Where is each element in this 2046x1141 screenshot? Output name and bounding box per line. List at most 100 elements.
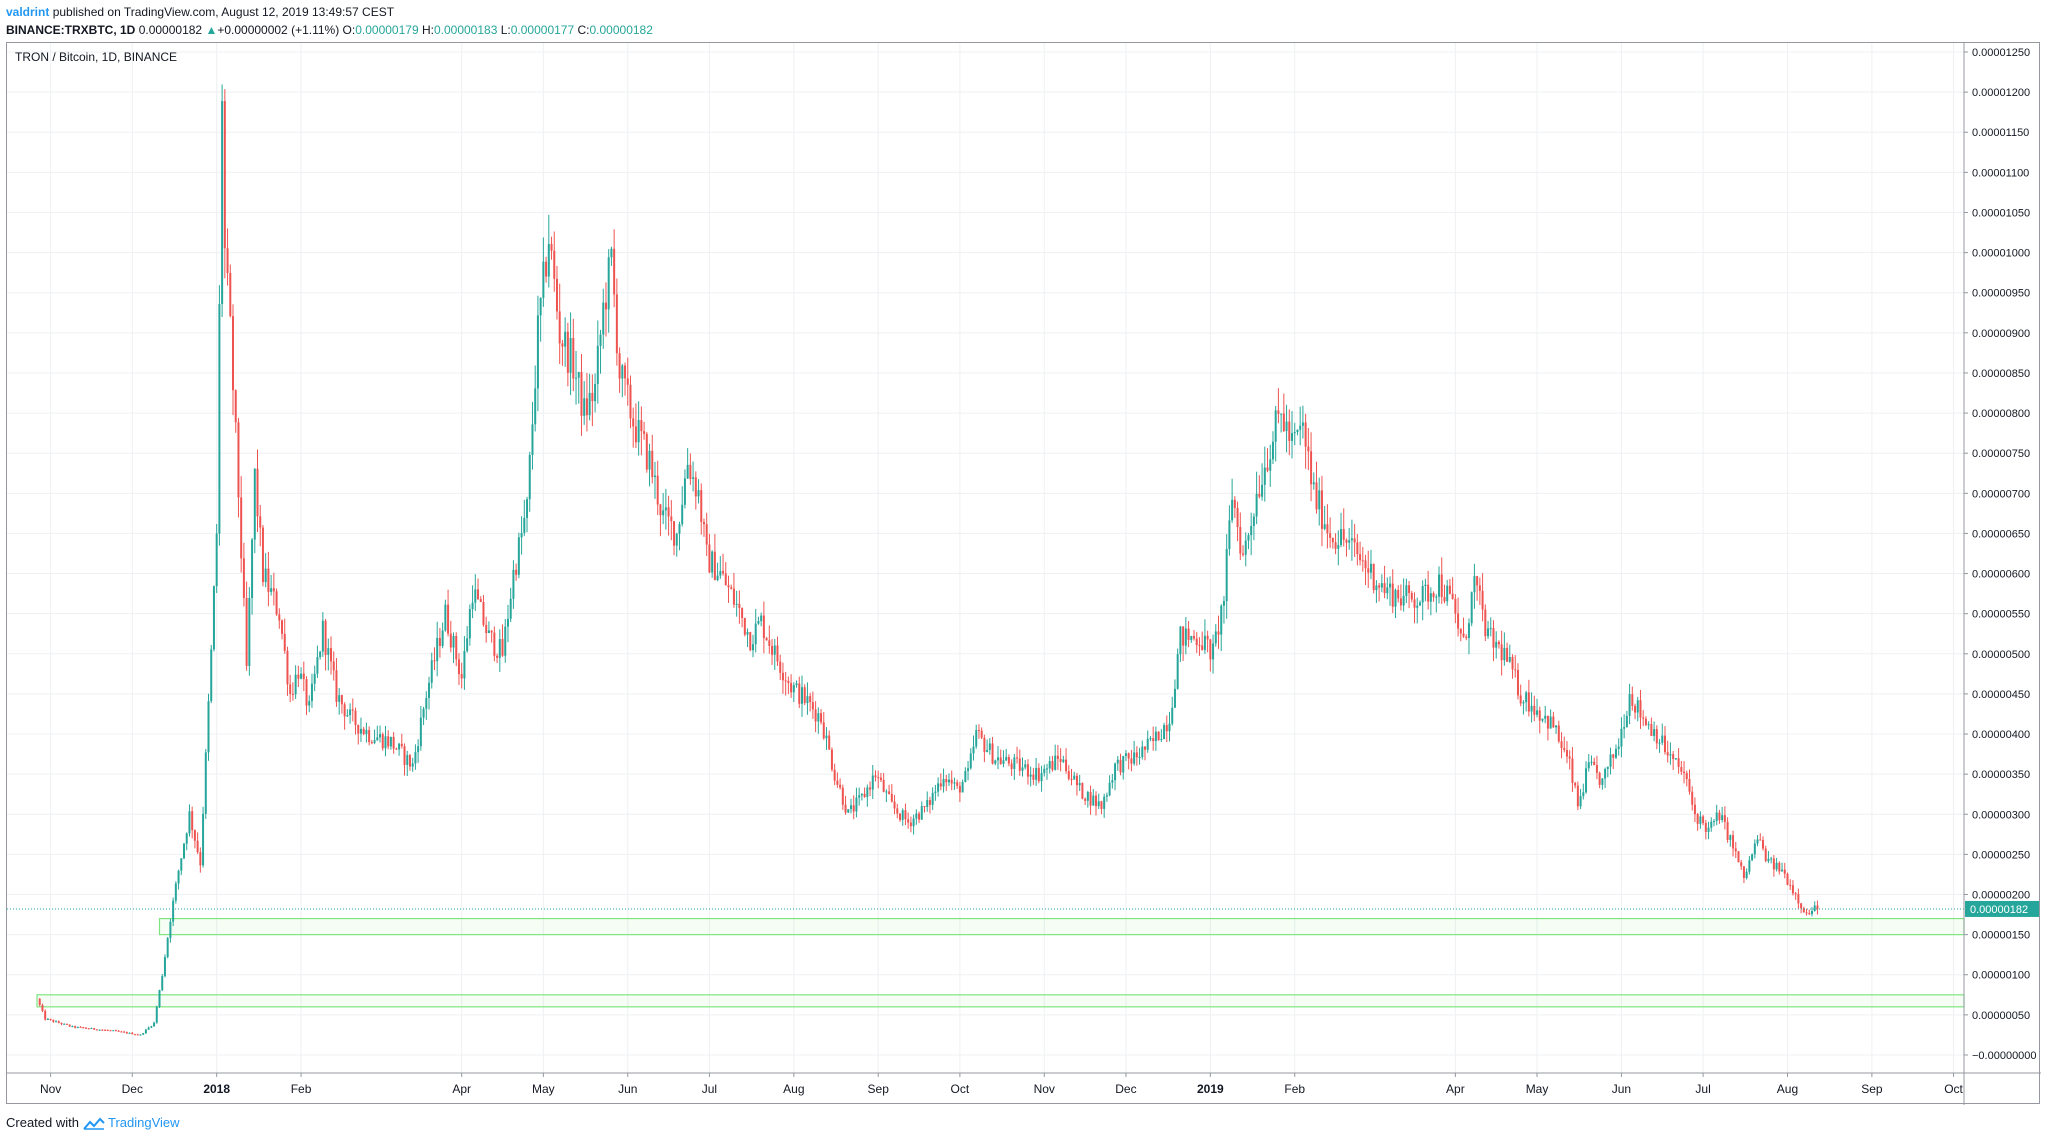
candle-down: [357, 724, 360, 734]
candle-up: [1114, 763, 1117, 781]
last-value: 0.00000182: [138, 23, 203, 37]
candle-up: [986, 749, 989, 752]
candle-up: [825, 735, 828, 739]
candle-down: [1037, 767, 1040, 782]
candle-up: [177, 870, 180, 884]
candle-down: [836, 780, 839, 785]
candle-down: [1277, 410, 1280, 414]
x-tick-label: 2018: [203, 1082, 230, 1096]
candle-up: [1173, 688, 1176, 708]
candle-up: [474, 589, 477, 603]
candle-down: [392, 736, 395, 749]
tradingview-brand[interactable]: TradingView: [108, 1115, 180, 1130]
candle-down: [496, 655, 499, 658]
candle-up: [1116, 759, 1119, 764]
candle-down: [991, 743, 994, 764]
candle-up: [994, 760, 997, 764]
candle-down: [455, 635, 458, 660]
candle-up: [1579, 796, 1582, 807]
candle-down: [343, 704, 346, 717]
candle-down: [727, 585, 730, 588]
last-price-label-bg: [1965, 900, 2039, 917]
candle-down: [1353, 538, 1356, 543]
x-tick-label: Nov: [1034, 1082, 1055, 1096]
candle-up: [1108, 782, 1111, 796]
candle-down: [368, 729, 371, 743]
candle-down: [1236, 507, 1239, 528]
candle-down: [120, 1031, 123, 1033]
candle-down: [814, 709, 817, 722]
candle-up: [599, 334, 602, 346]
candle-down: [1783, 869, 1786, 874]
candle-up: [1255, 493, 1258, 517]
candle-up: [1244, 540, 1247, 555]
candle-up: [637, 420, 640, 443]
candle-down: [667, 507, 670, 517]
candle-up: [90, 1028, 93, 1030]
candle-up: [1261, 484, 1264, 497]
candle-up: [1658, 742, 1661, 744]
candle-up: [1203, 635, 1206, 650]
candle-up: [1005, 757, 1008, 761]
candle-up: [934, 791, 937, 793]
candle-down: [1527, 692, 1530, 712]
candle-down: [890, 793, 893, 802]
candle-up: [212, 586, 215, 650]
candle-up: [697, 490, 700, 497]
candle-up: [1424, 584, 1427, 587]
candle-down: [820, 713, 823, 723]
candle-down: [1639, 700, 1642, 718]
candle-down: [95, 1029, 98, 1031]
candle-down: [267, 568, 270, 592]
candle-down: [433, 660, 436, 662]
chart-frame[interactable]: 0.00000182 0.00001250 0.00001200 0.00001150…: [6, 42, 2041, 1105]
candle-down: [781, 672, 784, 681]
candle-down: [977, 730, 980, 732]
candle-down: [387, 736, 390, 747]
candle-down: [1010, 763, 1013, 769]
candle-up: [313, 673, 316, 684]
candle-up: [1296, 429, 1299, 433]
candle-up: [653, 475, 656, 478]
candle-up: [1386, 587, 1389, 594]
candle-up: [1274, 410, 1277, 442]
candle-down: [515, 569, 518, 575]
candle-down: [700, 490, 703, 523]
candle-down: [1484, 609, 1487, 637]
candle-down: [1732, 835, 1735, 849]
candle-down: [980, 730, 983, 738]
candle-up: [675, 533, 678, 546]
candle-down: [1563, 748, 1566, 751]
candle-down: [1571, 758, 1574, 783]
candle-down: [1462, 633, 1465, 637]
y-tick-label: 0.00000050: [1972, 1010, 2030, 1022]
candle-up: [1647, 724, 1650, 726]
candle-down: [762, 615, 765, 639]
candle-down: [741, 607, 744, 618]
candle-up: [1138, 757, 1141, 759]
candle-up: [1220, 605, 1223, 635]
candle-up: [1435, 596, 1438, 598]
candle-down: [852, 805, 855, 812]
candle-down: [1372, 563, 1375, 591]
candle-down: [566, 331, 569, 373]
candle-down: [1095, 795, 1098, 807]
candle-down: [730, 587, 733, 589]
candle-up: [1149, 738, 1152, 740]
candle-down: [101, 1029, 104, 1031]
candle-up: [1636, 700, 1639, 713]
candle-up: [711, 551, 714, 573]
candlestick-chart[interactable]: 0.00000182 0.00001250 0.00001200 0.00001150…: [7, 43, 2041, 1105]
candle-down: [482, 602, 485, 625]
author-name[interactable]: valdrint: [6, 5, 50, 19]
candle-up: [942, 779, 945, 787]
candle-up: [1653, 729, 1656, 736]
x-tick-label: Nov: [40, 1082, 61, 1096]
candle-up: [183, 843, 186, 859]
y-tick-label: 0.00000700: [1972, 488, 2030, 500]
candle-up: [1712, 821, 1715, 823]
y-tick-label: 0.00000300: [1972, 809, 2030, 821]
candle-up: [1190, 635, 1193, 640]
candle-up: [972, 746, 975, 754]
candle-up: [577, 372, 580, 378]
